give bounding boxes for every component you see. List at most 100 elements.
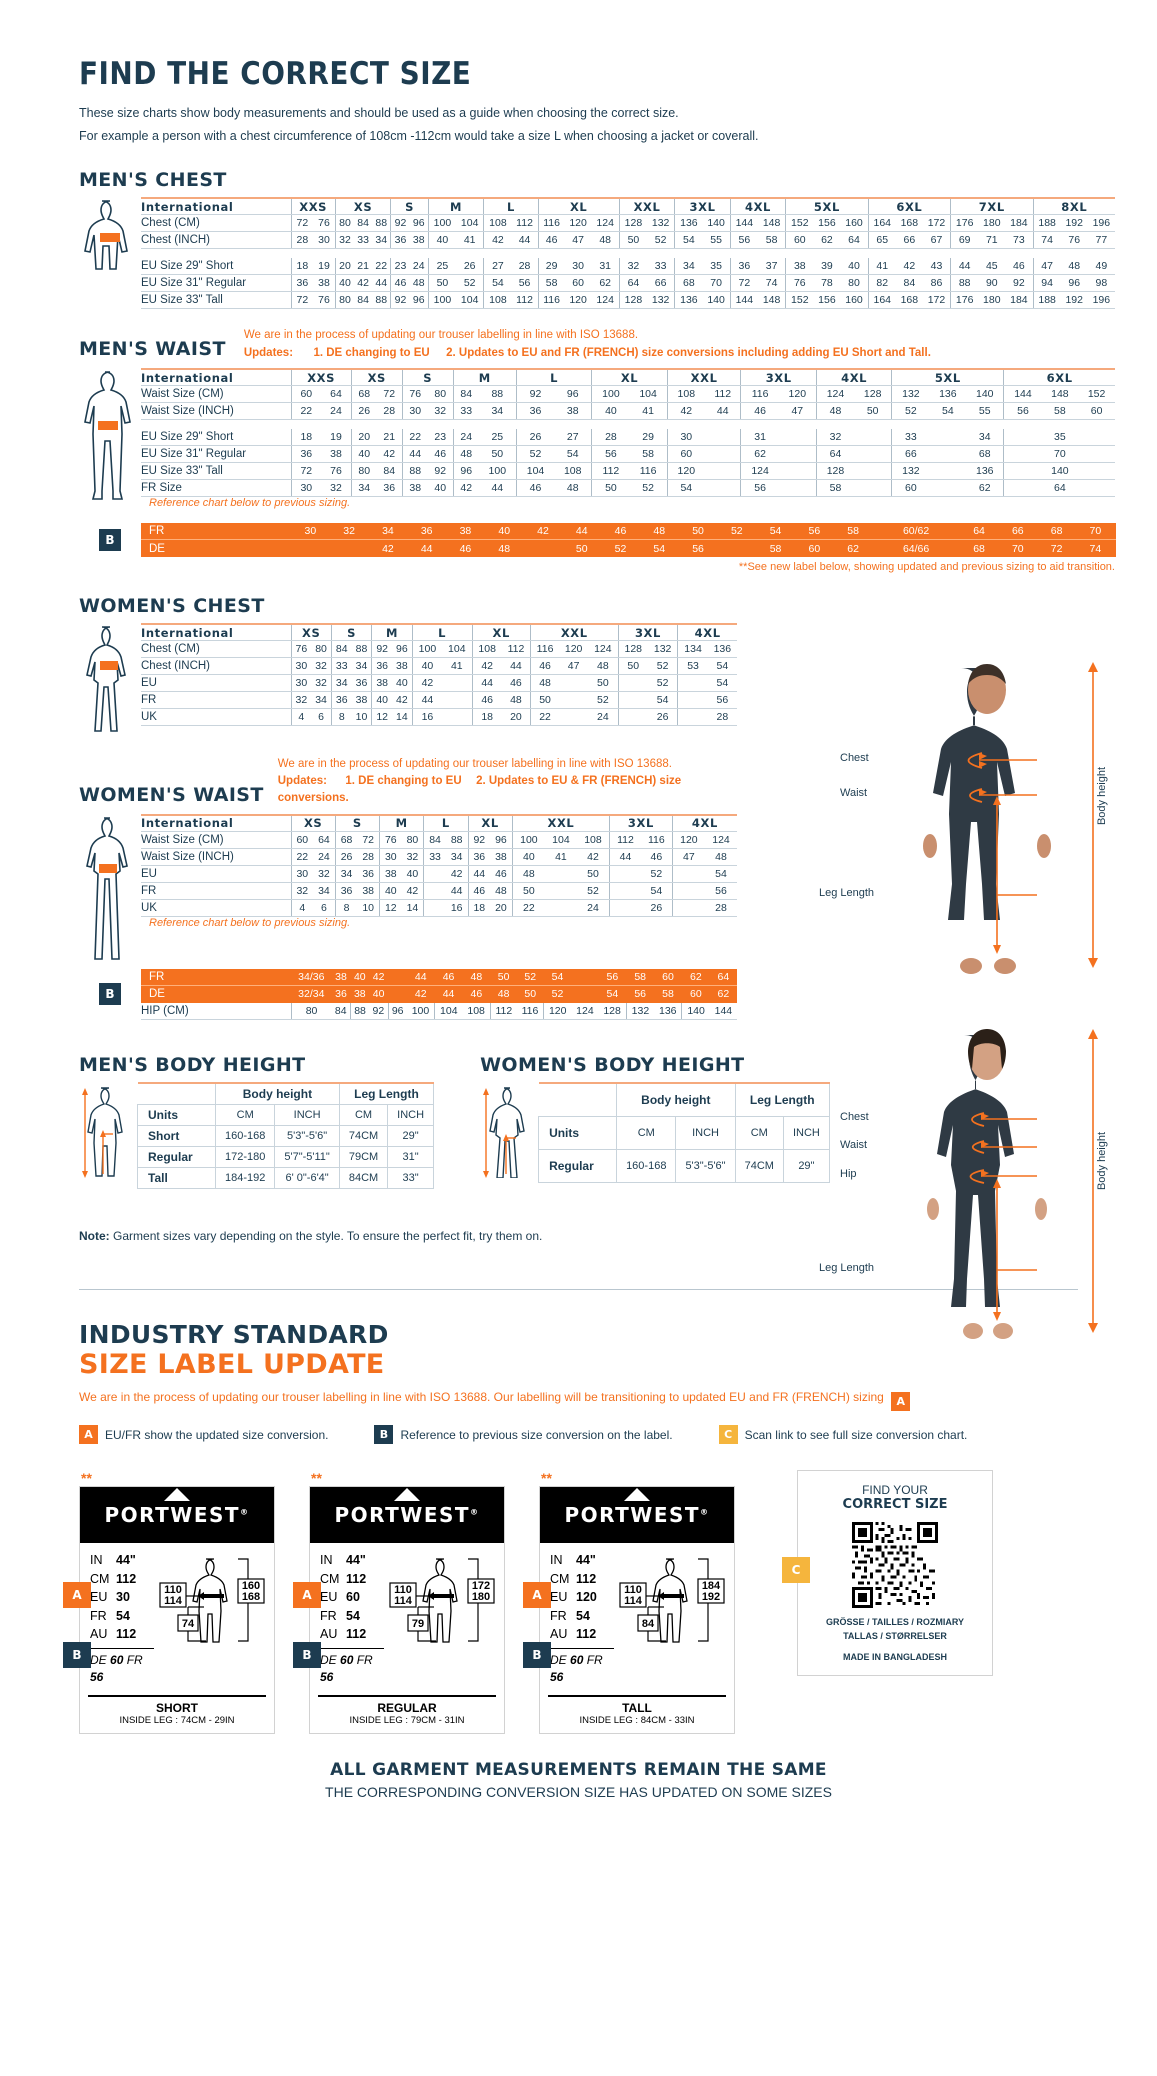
cell: 26 [515, 428, 555, 447]
cell: 78 [813, 274, 841, 293]
svg-text:74: 74 [182, 1618, 195, 1630]
lead-chip-a: A [891, 1392, 911, 1411]
female-callout-hip: Hip [840, 1168, 857, 1180]
cell: 172 [922, 291, 951, 310]
size-header-5xl: 5XL [785, 196, 869, 216]
table-header-row: International XXS XS S M L XL XXL 3XL 4XL 5XL 6XL 7X… [141, 196, 1115, 216]
svg-text:110: 110 [164, 1584, 182, 1596]
cell: 60 [681, 985, 710, 1003]
cell: 56 [591, 445, 630, 464]
male-waist-figure-icon [79, 368, 141, 523]
cell: 112 [501, 640, 531, 659]
cell: 40 [350, 968, 370, 986]
cell: 56 [626, 985, 655, 1003]
legend-chip-b: B [374, 1425, 394, 1444]
cell: 84 [354, 214, 373, 233]
size-header-m: M [378, 813, 424, 832]
cell: 128 [598, 1002, 627, 1020]
cell: 152 [785, 214, 814, 233]
cell: 42 [895, 257, 923, 276]
size-header-s: S [330, 622, 372, 642]
size-header-xl: XL [471, 622, 531, 642]
cell [559, 691, 589, 710]
cell [677, 691, 708, 710]
cell [1003, 428, 1042, 447]
size-label-lead-text: We are in the process of updating our tr… [79, 1390, 884, 1404]
mens-waist-title: MEN'S WAIST [79, 337, 226, 360]
size-header-s: S [401, 367, 454, 387]
mens-waist-previous-sizing: B FR 30 32 34 36 38 40 42 44 46 48 50 52 54 56 58 60/62 6… [79, 522, 1115, 557]
legend-text-a: EU/FR show the updated size conversion. [105, 1427, 329, 1442]
cell: 20 [490, 899, 513, 917]
cell: 38 [409, 231, 429, 250]
cell: 72 [376, 385, 403, 404]
row-label: Chest (INCH) [141, 231, 291, 250]
cell: 5'7"-5'11" [274, 1146, 340, 1168]
cell: 52 [576, 882, 610, 900]
cell: 58 [537, 274, 565, 293]
cell: 20 [501, 708, 531, 727]
cell: 68 [350, 385, 377, 404]
label-size-list: IN 44" CM 112 EU 30 FR 54 AU 112 DE 60 FR 56 [90, 1551, 154, 1687]
cell: 32 [815, 428, 855, 447]
womens-waist-prev-table: FR 34/36 38 40 42 44 46 48 50 52 54 56 58 60 62 64 DE 32/… [141, 968, 737, 1020]
womens-waist-body: International XS S M L XL XXL 3XL 4XL Waist Size … [141, 813, 737, 917]
table-row: FR 32 34 36 38 40 42 44 46 48 50 52 54 56 [141, 882, 737, 900]
unit-header: INCH [274, 1104, 340, 1126]
cell: 76 [785, 274, 814, 293]
cell: 55 [966, 402, 1004, 421]
cell: 48 [815, 402, 855, 421]
mens-body-height-block: MEN'S BODY HEIGHT Body height Leg Length U… [79, 1054, 435, 1189]
cell: 32 [427, 402, 454, 421]
qr-foot-line-2: TALLAS / STØRRELSER [843, 1630, 947, 1641]
group-header: Leg Length [338, 1082, 435, 1105]
cell: 72 [290, 214, 314, 233]
qr-foot-line-3: MADE IN BANGLADESH [842, 1652, 947, 1662]
cell: 62 [740, 445, 779, 464]
cell: 38 [351, 691, 372, 710]
units-label: Units [538, 1116, 618, 1151]
mens-chest-title: MEN'S CHEST [79, 168, 227, 191]
cell: 108 [554, 462, 592, 481]
cell: 84CM [338, 1167, 389, 1189]
cell: 52 [647, 231, 675, 250]
column-header-international: International [141, 622, 291, 642]
male-height-figure-icon [79, 1082, 137, 1189]
body-height-row: Regular 172-180 5'7"-5'11" 79CM 31" [137, 1146, 435, 1168]
cell: 100 [427, 291, 457, 310]
label-brand-bar: PORTWEST® [540, 1487, 734, 1543]
cell: 35 [702, 257, 731, 276]
cell: 132 [891, 385, 930, 404]
cell: 68 [966, 445, 1004, 464]
cell [929, 462, 967, 481]
badge-a: A [523, 1582, 551, 1608]
cell: 144 [729, 291, 758, 310]
cell: 22 [372, 257, 391, 276]
cell: 34 [966, 428, 1004, 447]
cell [671, 899, 705, 917]
cell: 31 [591, 257, 620, 276]
size-header-4xl: 4XL [729, 196, 786, 216]
cell: 88 [351, 640, 372, 659]
cell: 38 [371, 674, 393, 693]
cell: 48 [462, 968, 491, 986]
cards-host: ** A B PORTWEST® IN 44" CM 112 EU 30 FR 54 AU 112 DE 6… [63, 1470, 735, 1734]
cell [671, 865, 705, 883]
cell: 58 [654, 985, 682, 1003]
cell: 38 [378, 865, 402, 883]
cell: 18 [290, 428, 322, 447]
size-header-l: L [423, 813, 468, 832]
cell [545, 899, 577, 917]
cell: 46 [446, 539, 485, 557]
cell: 66 [647, 274, 675, 293]
cell: 136 [929, 385, 967, 404]
qr-code-icon[interactable] [852, 1522, 938, 1608]
cell [388, 968, 407, 986]
female-axis-body-height: Body height [1095, 1131, 1108, 1191]
cell: 44 [467, 865, 491, 883]
cell: 116 [530, 640, 560, 659]
cell: 22 [290, 402, 322, 421]
cell: 104 [442, 640, 472, 659]
cell [677, 674, 708, 693]
cell: 40 [371, 691, 393, 710]
